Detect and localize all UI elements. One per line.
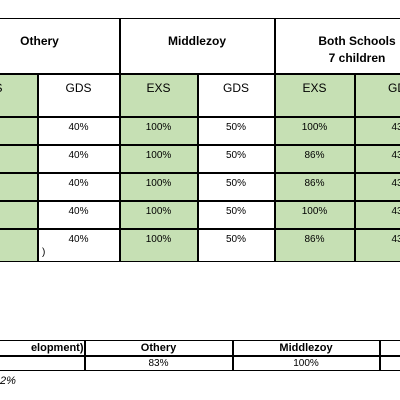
data-cell: 50%	[197, 144, 275, 173]
data-cell: 100%	[119, 144, 198, 173]
group-header-line: Othery	[20, 33, 59, 48]
data-cell: 40%	[37, 200, 120, 229]
bottom-header: elopment)	[0, 339, 85, 356]
data-cell: 43	[354, 144, 400, 173]
data-cell: 50%	[197, 200, 275, 229]
bottom-cell: 100%	[232, 355, 380, 371]
bottom-header: Middlezoy	[232, 339, 380, 356]
data-cell: 86%	[274, 228, 355, 262]
sub-header: GDS	[37, 73, 120, 117]
bottom-cell: 83%	[84, 355, 233, 371]
data-cell: 40%	[37, 228, 120, 262]
data-cell: 100%	[119, 116, 198, 145]
data-cell: 43	[354, 172, 400, 201]
bottom-header	[379, 339, 400, 356]
sub-header: EXS	[119, 73, 198, 117]
group-header-line: Middlezoy	[167, 33, 226, 48]
sub-header: S	[0, 73, 38, 117]
data-cell: 100%	[119, 172, 198, 201]
footnote: 2%	[0, 375, 16, 387]
data-cell: %	[0, 144, 38, 173]
data-cell: 100%	[119, 200, 198, 229]
group-header-line: Both Schools	[318, 33, 396, 48]
group-header-line: 7 children	[328, 50, 386, 65]
data-cell: 43	[354, 228, 400, 262]
data-cell: 40%	[37, 144, 120, 173]
data-cell: 43	[354, 200, 400, 229]
data-cell: %	[0, 228, 38, 262]
bottom-cell	[0, 355, 85, 371]
data-cell: 100%	[274, 200, 355, 229]
data-cell: 86%	[274, 172, 355, 201]
data-cell: 40%	[37, 172, 120, 201]
data-cell: 100%	[274, 116, 355, 145]
data-cell: %	[0, 116, 38, 145]
bottom-header: Othery	[84, 339, 233, 356]
data-cell: 50%	[197, 228, 275, 262]
data-cell: 50%	[197, 116, 275, 145]
data-cell: %	[0, 200, 38, 229]
data-cell: 100%	[119, 228, 198, 262]
data-cell: 43	[354, 116, 400, 145]
data-cell: %	[0, 172, 38, 201]
data-cell: 50%	[197, 172, 275, 201]
bottom-cell	[379, 355, 400, 371]
sub-header: GDS	[197, 73, 275, 117]
group-header: Middlezoy	[119, 17, 275, 74]
note: )	[42, 247, 46, 258]
sub-header: EXS	[274, 73, 355, 117]
group-header: Othery	[0, 17, 120, 74]
group-header: Both Schools 7 children	[274, 17, 400, 74]
data-cell: 86%	[274, 144, 355, 173]
sub-header: GD	[354, 73, 400, 117]
data-cell: 40%	[37, 116, 120, 145]
